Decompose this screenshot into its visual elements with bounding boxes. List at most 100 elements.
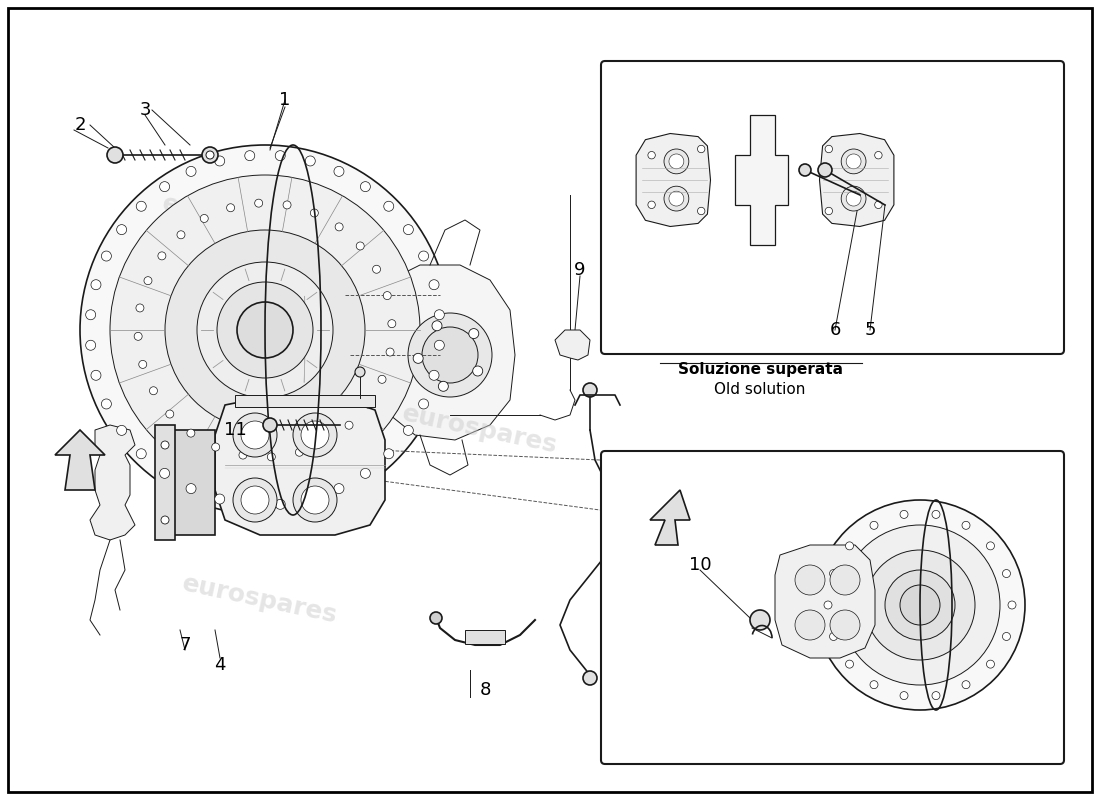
Circle shape (239, 451, 246, 459)
Circle shape (160, 182, 169, 192)
Circle shape (815, 500, 1025, 710)
Circle shape (422, 327, 478, 383)
Text: eurospares: eurospares (711, 172, 870, 228)
Circle shape (293, 413, 337, 457)
Circle shape (829, 633, 837, 641)
Polygon shape (214, 398, 385, 535)
Circle shape (101, 251, 111, 261)
Circle shape (177, 230, 185, 238)
Circle shape (419, 399, 429, 409)
Circle shape (336, 223, 343, 231)
Circle shape (301, 486, 329, 514)
Circle shape (91, 280, 101, 290)
Circle shape (161, 516, 169, 524)
Circle shape (361, 182, 371, 192)
Circle shape (160, 468, 169, 478)
Circle shape (91, 370, 101, 380)
Circle shape (388, 320, 396, 328)
Text: eurospares: eurospares (161, 192, 320, 248)
Circle shape (107, 147, 123, 163)
Circle shape (750, 610, 770, 630)
Circle shape (161, 441, 169, 449)
Circle shape (408, 313, 492, 397)
Circle shape (825, 207, 833, 214)
Circle shape (830, 565, 860, 595)
Circle shape (648, 201, 656, 209)
Polygon shape (55, 430, 104, 490)
Circle shape (144, 277, 152, 285)
Circle shape (378, 375, 386, 383)
Text: 10: 10 (689, 556, 712, 574)
Text: eurospares: eurospares (740, 572, 900, 628)
Circle shape (373, 266, 381, 274)
Circle shape (334, 484, 344, 494)
Circle shape (293, 478, 337, 522)
Circle shape (874, 201, 882, 209)
Circle shape (306, 156, 316, 166)
FancyBboxPatch shape (601, 61, 1064, 354)
Circle shape (430, 612, 442, 624)
Circle shape (429, 370, 439, 380)
Text: Soluzione superata: Soluzione superata (678, 362, 843, 377)
Circle shape (217, 282, 314, 378)
Circle shape (870, 522, 878, 530)
Circle shape (874, 151, 882, 159)
Text: 7: 7 (179, 636, 190, 654)
Circle shape (962, 522, 970, 530)
Circle shape (384, 449, 394, 458)
Circle shape (136, 304, 144, 312)
Circle shape (429, 280, 439, 290)
Circle shape (334, 166, 344, 176)
Circle shape (846, 542, 854, 550)
Circle shape (186, 484, 196, 494)
Circle shape (136, 449, 146, 458)
Circle shape (840, 525, 1000, 685)
Circle shape (267, 453, 275, 461)
Circle shape (117, 225, 126, 234)
Circle shape (962, 681, 970, 689)
Bar (465, 630, 505, 644)
Text: 1: 1 (279, 91, 290, 109)
Circle shape (244, 150, 255, 161)
Circle shape (664, 149, 689, 174)
Circle shape (842, 149, 866, 174)
Circle shape (187, 429, 195, 437)
Circle shape (384, 202, 394, 211)
Circle shape (846, 660, 854, 668)
FancyBboxPatch shape (601, 451, 1064, 764)
Circle shape (434, 310, 444, 320)
Text: 2: 2 (75, 116, 86, 134)
Circle shape (296, 448, 304, 456)
Circle shape (669, 154, 684, 169)
Polygon shape (636, 134, 711, 226)
Circle shape (697, 146, 705, 153)
Circle shape (404, 426, 414, 435)
Circle shape (310, 209, 318, 217)
Polygon shape (90, 425, 135, 540)
Circle shape (404, 225, 414, 234)
Circle shape (669, 191, 684, 206)
Circle shape (101, 399, 111, 409)
Circle shape (241, 421, 270, 449)
Circle shape (211, 443, 220, 451)
Circle shape (158, 252, 166, 260)
Circle shape (345, 422, 353, 430)
Circle shape (206, 151, 214, 159)
Text: 11: 11 (223, 421, 246, 439)
Circle shape (846, 191, 861, 206)
Circle shape (842, 186, 866, 211)
Circle shape (136, 202, 146, 211)
Bar (235, 395, 375, 407)
Circle shape (825, 146, 833, 153)
Circle shape (197, 262, 333, 398)
Text: 4: 4 (214, 656, 225, 674)
Circle shape (799, 164, 811, 176)
Circle shape (987, 542, 994, 550)
Circle shape (166, 410, 174, 418)
Circle shape (1002, 633, 1011, 641)
Text: 6: 6 (829, 321, 840, 339)
Circle shape (932, 510, 940, 518)
Circle shape (214, 494, 224, 504)
Circle shape (473, 366, 483, 376)
Polygon shape (735, 115, 788, 245)
